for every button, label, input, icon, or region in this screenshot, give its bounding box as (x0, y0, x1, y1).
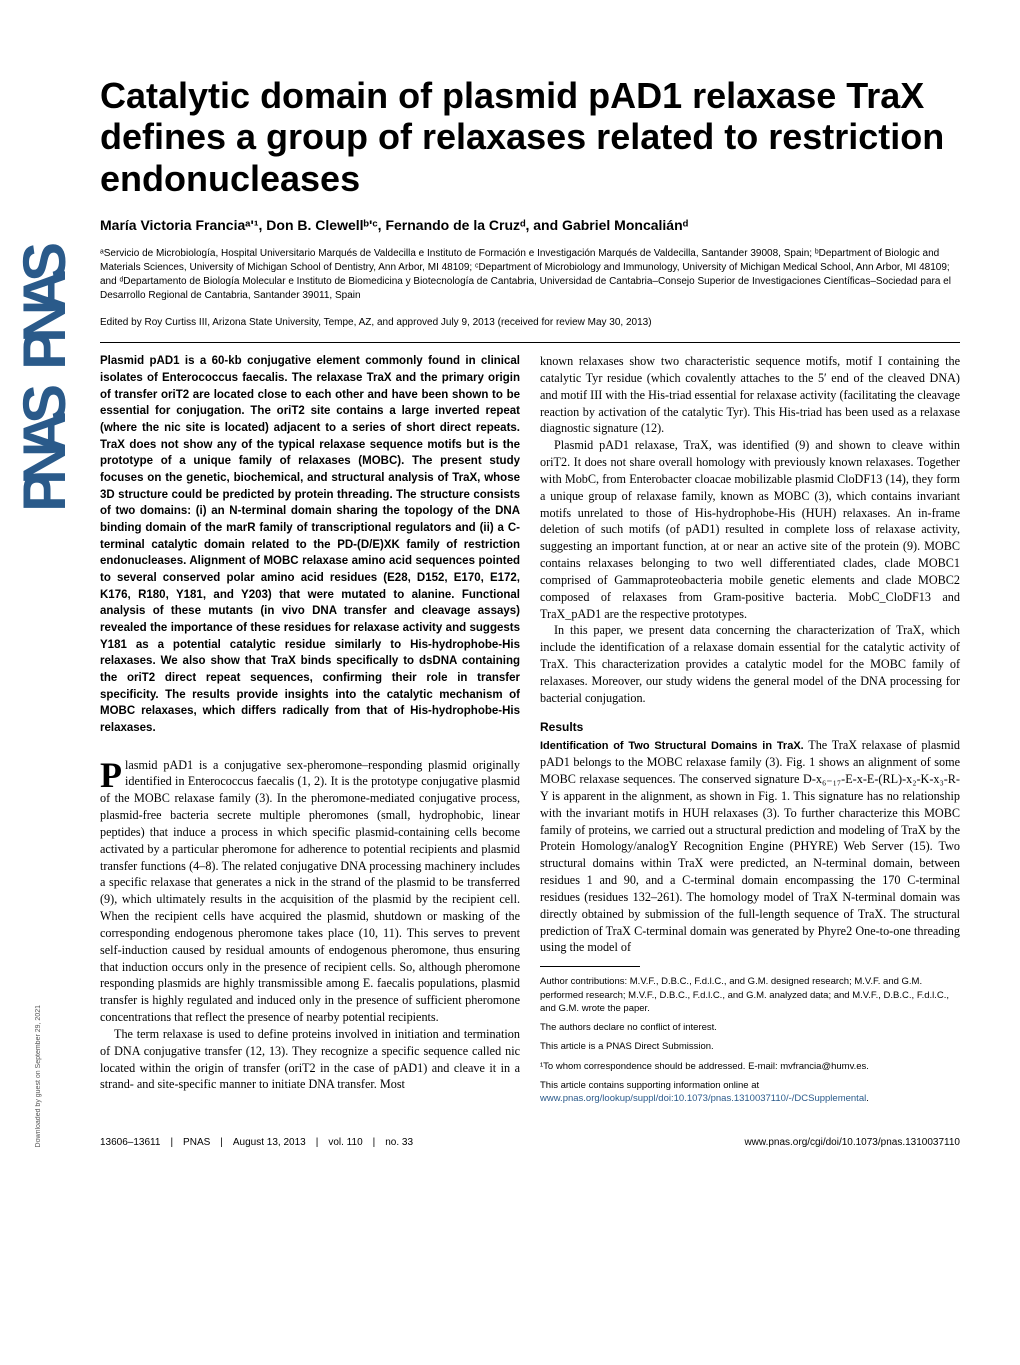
conflict-statement: The authors declare no conflict of inter… (540, 1021, 960, 1034)
affiliations: ᵃServicio de Microbiología, Hospital Uni… (100, 247, 960, 303)
page-footer: 13606–13611 | PNAS | August 13, 2013 | v… (100, 1137, 960, 1148)
right-column: known relaxases show two characteristic … (540, 353, 960, 1111)
dropcap: P (100, 757, 125, 791)
volume: vol. 110 (328, 1137, 362, 1148)
footer-left: 13606–13611 | PNAS | August 13, 2013 | v… (100, 1137, 413, 1148)
issue: no. 33 (385, 1137, 413, 1148)
pub-date: August 13, 2013 (233, 1137, 306, 1148)
body-right-p2: Plasmid pAD1 relaxase, TraX, was identif… (540, 437, 960, 622)
supporting-link[interactable]: www.pnas.org/lookup/suppl/doi:10.1073/pn… (540, 1093, 866, 1104)
body-text-right: known relaxases show two characteristic … (540, 353, 960, 956)
page-container: PNAS PNAS Downloaded by guest on Septemb… (0, 0, 1020, 1188)
page-range: 13606–13611 (100, 1137, 160, 1148)
body-p1-text: lasmid pAD1 is a conjugative sex-pheromo… (100, 758, 520, 1024)
divider-top (100, 342, 960, 343)
body-right-p1: known relaxases show two characteristic … (540, 353, 960, 437)
supporting-info: This article contains supporting informa… (540, 1079, 960, 1106)
journal-name: PNAS (183, 1137, 210, 1148)
authors-list: María Victoria Franciaᵃ'¹, Don B. Clewel… (100, 217, 960, 233)
results-header: Results (540, 719, 960, 736)
results-p1: Identification of Two Structural Domains… (540, 737, 960, 956)
abstract: Plasmid pAD1 is a 60-kb conjugative elem… (100, 353, 520, 736)
doi-url: www.pnas.org/cgi/doi/10.1073/pnas.131003… (744, 1137, 960, 1148)
body-right-p3: In this paper, we present data concernin… (540, 622, 960, 706)
edited-by: Edited by Roy Curtiss III, Arizona State… (100, 317, 960, 328)
footer-notes: Author contributions: M.V.F., D.B.C., F.… (540, 975, 960, 1105)
direct-submission: This article is a PNAS Direct Submission… (540, 1040, 960, 1053)
article-title: Catalytic domain of plasmid pAD1 relaxas… (100, 75, 960, 199)
author-contributions: Author contributions: M.V.F., D.B.C., F.… (540, 975, 960, 1015)
correspondence: ¹To whom correspondence should be addres… (540, 1060, 960, 1073)
results-text: The TraX relaxase of plasmid pAD1 belong… (540, 738, 960, 954)
subsection-header: Identification of Two Structural Domains… (540, 740, 804, 752)
left-column: Plasmid pAD1 is a 60-kb conjugative elem… (100, 353, 520, 1111)
content-columns: Plasmid pAD1 is a 60-kb conjugative elem… (100, 353, 960, 1111)
footer-right: www.pnas.org/cgi/doi/10.1073/pnas.131003… (744, 1137, 960, 1148)
body-p2: The term relaxase is used to define prot… (100, 1026, 520, 1093)
body-text-left: Plasmid pAD1 is a conjugative sex-pherom… (100, 757, 520, 1094)
pnas-logo: PNAS PNAS (10, 250, 79, 507)
footer-divider (540, 966, 640, 967)
download-note: Downloaded by guest on September 29, 202… (35, 1005, 42, 1147)
body-p1: Plasmid pAD1 is a conjugative sex-pherom… (100, 757, 520, 1026)
